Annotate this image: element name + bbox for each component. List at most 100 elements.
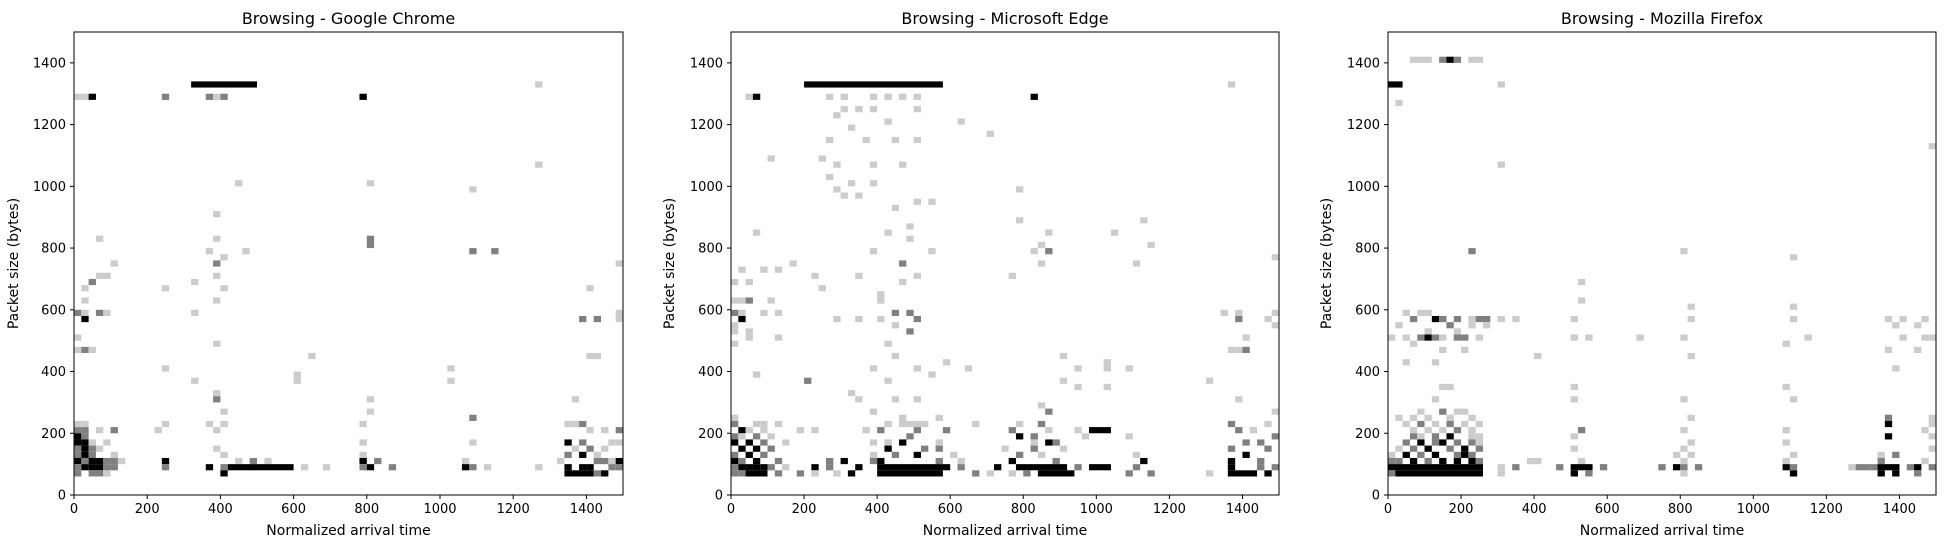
heatmap-cell bbox=[906, 235, 914, 242]
y-tick-label: 200 bbox=[698, 427, 723, 442]
heatmap-cell bbox=[1570, 315, 1578, 323]
heatmap-cell bbox=[899, 439, 907, 446]
x-tick-label: 600 bbox=[281, 502, 306, 517]
heatmap-cell bbox=[731, 451, 739, 458]
heatmap-cell bbox=[745, 439, 753, 446]
heatmap-cell bbox=[731, 309, 739, 316]
heatmap-cell bbox=[81, 464, 89, 471]
heatmap-cell bbox=[957, 464, 965, 471]
heatmap-cells bbox=[731, 81, 1279, 477]
heatmap-cell bbox=[1424, 56, 1432, 63]
x-tick-label: 600 bbox=[1595, 502, 1620, 517]
heatmap-cell bbox=[1475, 315, 1483, 323]
heatmap-cell bbox=[811, 470, 819, 477]
heatmap-cell bbox=[869, 93, 878, 100]
heatmap-cell bbox=[1585, 334, 1593, 341]
heatmap-cell bbox=[1482, 315, 1491, 323]
heatmap-cells bbox=[74, 81, 623, 477]
heatmap-cell bbox=[1037, 402, 1046, 409]
heatmap-cell bbox=[1030, 433, 1038, 440]
heatmap-cell bbox=[884, 340, 892, 347]
heatmap-cell bbox=[1008, 272, 1016, 279]
heatmap-cell bbox=[1848, 464, 1856, 471]
heatmap-cell bbox=[1015, 217, 1024, 224]
heatmap-cell bbox=[1052, 439, 1060, 446]
heatmap-cell bbox=[913, 136, 921, 144]
heatmap-cell bbox=[1147, 470, 1155, 477]
heatmap-cell bbox=[1453, 315, 1462, 323]
heatmap-cell bbox=[1789, 303, 1798, 310]
heatmap-cell bbox=[81, 285, 89, 292]
heatmap-cell bbox=[1899, 334, 1907, 341]
x-axis-ticks: 0 200 400 600 800 1000 1200 1400 bbox=[727, 495, 1259, 517]
y-tick-label: 0 bbox=[58, 489, 66, 504]
heatmap-cell bbox=[1417, 56, 1425, 63]
x-tick-label: 1200 bbox=[1153, 502, 1186, 517]
heatmap-cell bbox=[731, 470, 739, 477]
heatmap-cell bbox=[161, 365, 170, 372]
heatmap-cell bbox=[1147, 241, 1155, 249]
heatmap-cell bbox=[447, 365, 455, 372]
heatmap-cell bbox=[1680, 427, 1688, 434]
heatmap-cell bbox=[1855, 464, 1863, 471]
plot-frame bbox=[73, 31, 624, 496]
heatmap-cell bbox=[752, 371, 761, 378]
heatmap-cell bbox=[1424, 427, 1432, 434]
heatmap-cell bbox=[205, 248, 214, 255]
heatmap-cell bbox=[1468, 56, 1476, 63]
heatmap-cell bbox=[1242, 346, 1250, 354]
heatmap-cell bbox=[95, 445, 104, 452]
heatmap-cell bbox=[1687, 414, 1695, 421]
heatmap-cell bbox=[1804, 334, 1812, 341]
heatmap-cell bbox=[1008, 457, 1016, 465]
heatmap-cell bbox=[994, 464, 1002, 471]
heatmap-cell bbox=[220, 93, 228, 100]
x-tick-label: 800 bbox=[1011, 502, 1036, 517]
y-tick-label: 400 bbox=[41, 365, 66, 380]
heatmap-cell bbox=[88, 346, 96, 354]
heatmap-cell bbox=[1431, 334, 1440, 341]
heatmap-cell bbox=[1884, 346, 1893, 354]
x-tick-label: 0 bbox=[727, 502, 735, 517]
heatmap-cell bbox=[1271, 408, 1279, 415]
heatmap-cell bbox=[913, 106, 921, 113]
heatmap-cell bbox=[1431, 359, 1440, 366]
heatmap-cell bbox=[1417, 334, 1425, 341]
heatmap-cell bbox=[833, 112, 841, 119]
heatmap-cell bbox=[1235, 315, 1243, 323]
heatmap-cell bbox=[760, 420, 768, 428]
heatmap-cell bbox=[1475, 433, 1483, 440]
y-tick-label: 0 bbox=[715, 489, 723, 504]
heatmap-cell bbox=[586, 445, 594, 452]
heatmap-cell bbox=[1577, 457, 1586, 465]
heatmap-cell bbox=[1424, 457, 1432, 465]
heatmap-cell bbox=[1446, 445, 1454, 452]
heatmap-cell bbox=[359, 439, 367, 446]
heatmap-cell bbox=[869, 180, 878, 187]
heatmap-cell bbox=[1059, 445, 1068, 452]
heatmap-cell bbox=[942, 359, 951, 366]
heatmap-cell bbox=[1461, 346, 1469, 354]
heatmap-cell bbox=[1409, 427, 1418, 434]
heatmap-cell bbox=[117, 457, 126, 465]
heatmap-cell bbox=[564, 470, 594, 477]
heatmap-cell bbox=[1877, 464, 1900, 471]
heatmap-cell bbox=[1015, 420, 1024, 428]
heatmap-cell bbox=[847, 124, 856, 131]
heatmap-cell bbox=[1468, 451, 1476, 458]
heatmap-cell bbox=[1402, 309, 1410, 316]
heatmap-cell bbox=[535, 81, 543, 88]
heatmap-cell bbox=[213, 272, 221, 279]
heatmap-cell bbox=[745, 278, 753, 286]
heatmap-cell bbox=[1431, 433, 1440, 440]
heatmap-cell bbox=[74, 451, 82, 458]
heatmap-cell bbox=[745, 464, 753, 471]
x-tick-label: 0 bbox=[70, 502, 78, 517]
y-tick-label: 1000 bbox=[690, 180, 723, 195]
heatmap-cell bbox=[81, 93, 89, 100]
heatmap-cell bbox=[869, 408, 878, 415]
heatmap-cell bbox=[220, 451, 228, 458]
chart-panel-chrome: Browsing - Google Chrome 0 200 400 600 800 10… bbox=[6, 9, 624, 539]
heatmap-cell bbox=[1140, 457, 1148, 465]
heatmap-cell bbox=[103, 439, 111, 446]
